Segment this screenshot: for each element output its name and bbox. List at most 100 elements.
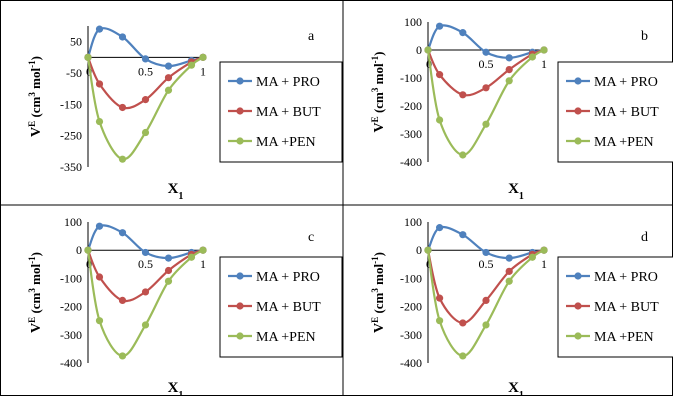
y-tick-label: -300 [60,328,82,342]
data-point [118,155,127,163]
y-tick-label: -200 [400,99,422,113]
x-tick-label: 0.5 [138,257,153,271]
x-axis-label: X1 [168,181,184,202]
data-point [118,296,127,304]
data-point [459,29,467,37]
data-point [118,33,127,41]
legend-swatch-marker [574,302,582,310]
legend-label: MA + PRO [594,270,658,285]
legend: MA + PRO MA + BUT MA +PEN [219,256,343,358]
y-axis-label: VE (cm3 mol-1) [370,252,387,333]
data-point [164,254,173,262]
panel-label: c [308,230,314,245]
data-point [505,77,513,85]
data-point [459,352,467,360]
legend-swatch-marker [236,332,244,340]
data-point [505,254,513,262]
x-tick-label: 0.5 [138,64,153,78]
data-point [505,54,513,62]
x-tick-label: 1 [541,257,547,271]
data-point [141,321,150,329]
data-point [164,277,173,285]
data-point [118,229,127,237]
data-point [436,116,444,124]
data-point [118,103,127,112]
data-point [528,53,536,61]
data-point [482,84,490,92]
y-axis-label: VE (cm3 mol-1) [27,252,44,333]
data-point [199,246,207,254]
legend-swatch-marker [574,77,582,85]
data-point [118,352,127,360]
data-point [187,61,196,69]
legend-label: MA +PEN [256,330,316,345]
data-point [436,71,444,79]
data-point [482,296,490,304]
data-point [164,62,173,70]
data-point [528,253,536,261]
legend-label: MA + BUT [256,105,321,120]
data-point [505,267,513,275]
data-point [141,96,150,104]
y-axis-label: VE (cm3 mol-1) [27,56,44,137]
data-point [95,25,104,33]
data-point [164,86,173,94]
legend: MA + PRO MA + BUT MA +PEN [557,61,673,163]
y-tick-label: -200 [60,300,82,314]
data-point [95,80,104,88]
data-point [540,46,548,54]
legend-label: MA + PRO [256,75,320,90]
data-point [459,151,467,159]
legend-label: MA + BUT [256,300,321,315]
x-tick-label: 0.5 [479,57,494,71]
x-tick-label: 1 [200,64,206,78]
data-point [95,222,104,230]
data-point [141,248,150,257]
legend-swatch-marker [574,107,582,115]
legend-label: MA +PEN [594,330,654,345]
legend-swatch-marker [236,107,244,115]
panel-label: b [641,29,648,44]
y-tick-label: 100 [404,215,422,229]
y-tick-label: -250 [60,129,82,143]
y-tick-label: -100 [400,271,422,285]
legend: MA + PRO MA + BUT MA +PEN [557,256,673,358]
y-tick-label: 0 [416,243,422,257]
y-tick-label: -400 [400,155,422,169]
data-point [164,74,173,82]
data-point [459,91,467,99]
x-tick-label: 1 [200,257,206,271]
y-axis-label: VE (cm3 mol-1) [370,52,387,133]
panel-label: d [641,230,648,245]
data-point [164,266,173,275]
x-tick-label: 1 [541,57,547,71]
legend-swatch-marker [574,332,582,340]
data-point [95,273,104,281]
data-point [436,294,444,302]
y-tick-label: -100 [400,71,422,85]
data-point [505,66,513,74]
data-point [141,55,150,63]
data-point [84,246,92,254]
panel-label: a [308,29,315,44]
y-tick-label: 100 [64,215,82,229]
y-tick-label: 0 [416,43,422,57]
x-axis-label: X1 [508,380,524,396]
y-tick-label: -400 [60,356,82,370]
data-point [482,48,490,56]
legend-label: MA + BUT [594,300,659,315]
y-tick-label: 100 [404,15,422,29]
legend-swatch-marker [574,137,582,145]
y-tick-label: 50 [70,35,82,49]
data-point [540,246,548,254]
y-tick-label: -400 [400,356,422,370]
data-point [482,248,490,257]
y-tick-label: -200 [400,300,422,314]
data-point [459,319,467,327]
data-point [141,288,150,296]
data-point [459,231,467,239]
data-point [95,317,104,325]
data-point [482,321,490,329]
x-tick-label: 0.5 [479,257,494,271]
